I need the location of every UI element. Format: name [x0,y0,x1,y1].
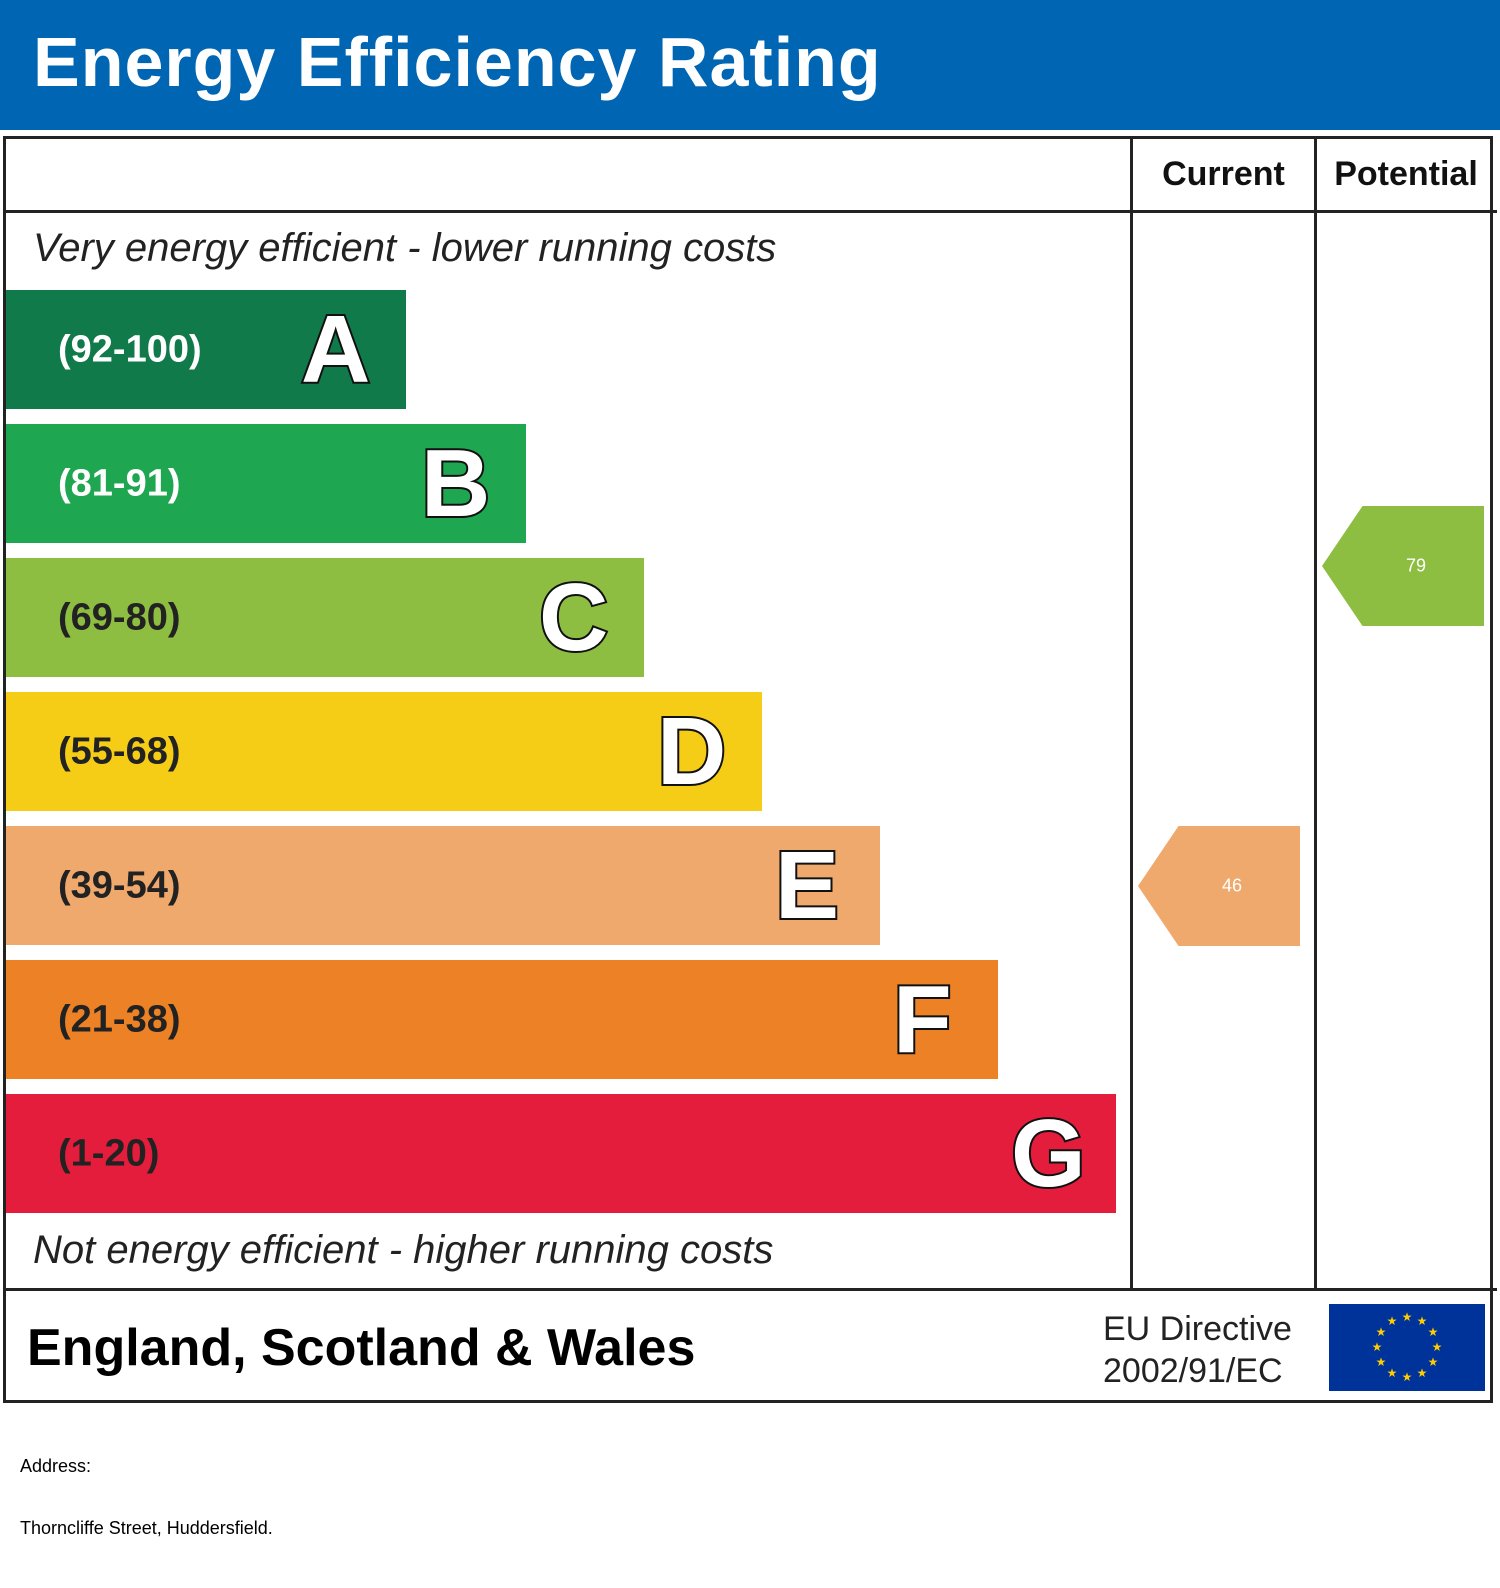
band-letter: F [891,964,954,1075]
band-g: (1-20) G [6,1094,1116,1213]
star-icon: ★ [1402,1370,1413,1384]
potential-rating-value: 79 [1405,555,1426,576]
column-divider [1314,136,1317,1291]
top-note: Very energy efficient - lower running co… [33,226,777,270]
band-a: (92-100) A [6,290,406,409]
potential-rating-arrow: 79 [1322,506,1484,626]
address-label: Address: [20,1456,92,1476]
star-icon: ★ [1417,1314,1428,1328]
band-range: (21-38) [58,998,181,1040]
header-divider [3,210,1497,213]
star-icon: ★ [1428,1355,1439,1369]
star-icon: ★ [1372,1340,1383,1354]
footer-divider [3,1288,1497,1291]
bottom-note: Not energy efficient - higher running co… [33,1228,774,1272]
rating-table [3,136,1493,1403]
band-f: (21-38) F [6,960,998,1079]
star-icon: ★ [1432,1340,1443,1354]
address-value: Thorncliffe Street, Huddersfield. [20,1518,273,1538]
column-header-current: Current [1162,155,1285,193]
star-icon: ★ [1428,1325,1439,1339]
page-title: Energy Efficiency Rating [33,23,882,101]
band-letter: C [537,562,610,673]
band-letter: A [299,294,372,405]
current-rating-arrow: 46 [1138,826,1300,946]
band-letter: E [773,830,841,941]
current-rating-value: 46 [1221,875,1242,896]
star-icon: ★ [1387,1314,1398,1328]
band-c: (69-80) C [6,558,644,677]
directive-line-2: 2002/91/EC [1103,1352,1283,1390]
star-icon: ★ [1376,1355,1387,1369]
band-range: (39-54) [58,864,181,906]
band-b: (81-91) B [6,424,526,543]
region-label: England, Scotland & Wales [27,1319,696,1377]
eu-flag-icon: ★ ★★★★★★★★★★★ [1329,1304,1485,1391]
band-e: (39-54) E [6,826,880,945]
band-range: (55-68) [58,730,181,772]
column-divider [1130,136,1133,1291]
column-header-potential: Potential [1334,155,1478,193]
band-range: (81-91) [58,462,181,504]
band-letter: G [1009,1098,1088,1209]
band-range: (1-20) [58,1132,160,1174]
band-range: (92-100) [58,328,202,370]
star-icon: ★ [1417,1366,1428,1380]
star-icon: ★ [1376,1325,1387,1339]
star-icon: ★ [1402,1310,1413,1324]
band-d: (55-68) D [6,692,762,811]
band-letter: B [419,428,492,539]
band-range: (69-80) [58,596,181,638]
star-icon: ★ [1387,1366,1398,1380]
header-banner [0,0,1500,130]
directive-line-1: EU Directive [1103,1310,1292,1348]
band-letter: D [655,696,728,807]
